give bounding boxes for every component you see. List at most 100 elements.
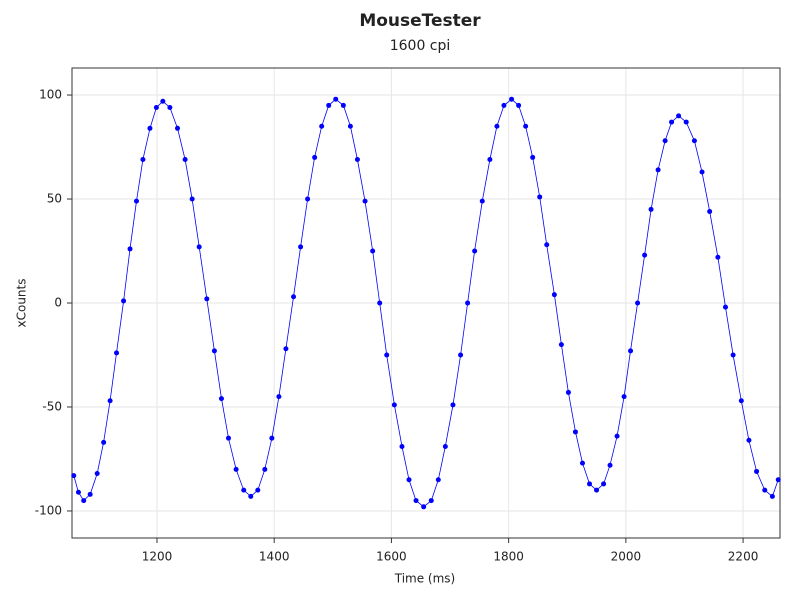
data-point — [399, 443, 405, 449]
data-point — [762, 487, 768, 493]
data-point — [769, 493, 775, 499]
data-point — [530, 154, 536, 160]
data-point — [587, 481, 593, 487]
data-point — [442, 443, 448, 449]
data-point — [544, 242, 550, 248]
data-point — [628, 348, 634, 354]
data-point — [121, 298, 127, 304]
data-point — [160, 98, 166, 104]
data-point — [305, 196, 311, 202]
data-point — [406, 477, 412, 483]
data-point — [340, 102, 346, 108]
chart-title: MouseTester — [359, 11, 481, 31]
data-point — [107, 398, 113, 404]
y-tick-label: -50 — [42, 399, 62, 413]
data-point — [579, 460, 585, 466]
data-point — [465, 300, 471, 306]
data-point — [509, 96, 515, 102]
data-point — [707, 208, 713, 214]
y-tick-label: 100 — [39, 88, 62, 102]
data-point — [494, 123, 500, 129]
data-point — [218, 396, 224, 402]
data-point — [775, 477, 781, 483]
data-point — [262, 466, 268, 472]
x-axis-label: Time (ms) — [394, 572, 456, 586]
data-point — [458, 352, 464, 358]
data-point — [572, 429, 578, 435]
data-point — [669, 119, 675, 125]
data-point — [71, 473, 77, 479]
x-tick-label: 2000 — [611, 550, 642, 564]
data-point — [662, 138, 668, 144]
y-axis-label: xCounts — [15, 279, 29, 328]
data-point — [269, 435, 275, 441]
data-point — [558, 342, 564, 348]
data-point — [167, 105, 173, 111]
data-point — [516, 102, 522, 108]
data-point — [233, 466, 239, 472]
data-point — [487, 157, 493, 163]
x-tick-label: 1200 — [142, 550, 173, 564]
data-point — [691, 138, 697, 144]
data-point — [127, 246, 133, 252]
data-point — [370, 248, 376, 254]
data-point — [362, 198, 368, 204]
data-point — [255, 487, 261, 493]
data-point — [730, 352, 736, 358]
data-point — [283, 346, 289, 352]
data-point — [174, 125, 180, 131]
data-point — [683, 119, 689, 125]
x-tick-label: 2200 — [728, 550, 759, 564]
data-point — [87, 491, 93, 497]
data-point — [715, 254, 721, 260]
data-point — [101, 439, 107, 445]
plot-frame — [71, 67, 781, 539]
data-point — [312, 154, 318, 160]
data-point — [421, 504, 427, 510]
data-point — [722, 304, 728, 310]
data-point — [435, 477, 441, 483]
data-point — [601, 481, 607, 487]
data-point — [537, 194, 543, 200]
data-point — [635, 300, 641, 306]
data-point — [551, 292, 557, 298]
data-point — [655, 167, 661, 173]
data-point — [291, 294, 297, 300]
data-point — [133, 198, 139, 204]
y-tick-label: 50 — [47, 192, 62, 206]
data-point — [594, 487, 600, 493]
data-point — [642, 252, 648, 258]
series-line — [73, 98, 779, 508]
y-tick-label: -100 — [35, 503, 62, 517]
data-point — [738, 398, 744, 404]
data-point — [241, 487, 247, 493]
data-point — [326, 102, 332, 108]
data-point — [196, 244, 202, 250]
data-point — [354, 157, 360, 163]
data-point — [140, 157, 146, 163]
x-tick-label: 1800 — [493, 550, 524, 564]
data-point — [225, 435, 231, 441]
data-point — [81, 498, 87, 504]
data-point — [614, 433, 620, 439]
data-point — [211, 348, 217, 354]
data-point — [147, 125, 153, 131]
data-point — [413, 498, 419, 504]
data-point — [391, 402, 397, 408]
data-point — [333, 96, 339, 102]
data-point — [384, 352, 390, 358]
data-point — [479, 198, 485, 204]
data-point — [182, 157, 188, 163]
data-point — [377, 300, 383, 306]
data-point — [153, 105, 159, 111]
data-point — [189, 196, 195, 202]
data-point — [648, 206, 654, 212]
data-point — [754, 468, 760, 474]
data-point — [276, 394, 282, 400]
data-point — [472, 248, 478, 254]
chart-subtitle: 1600 cpi — [390, 38, 451, 54]
data-point — [248, 493, 254, 499]
data-point — [699, 169, 705, 175]
